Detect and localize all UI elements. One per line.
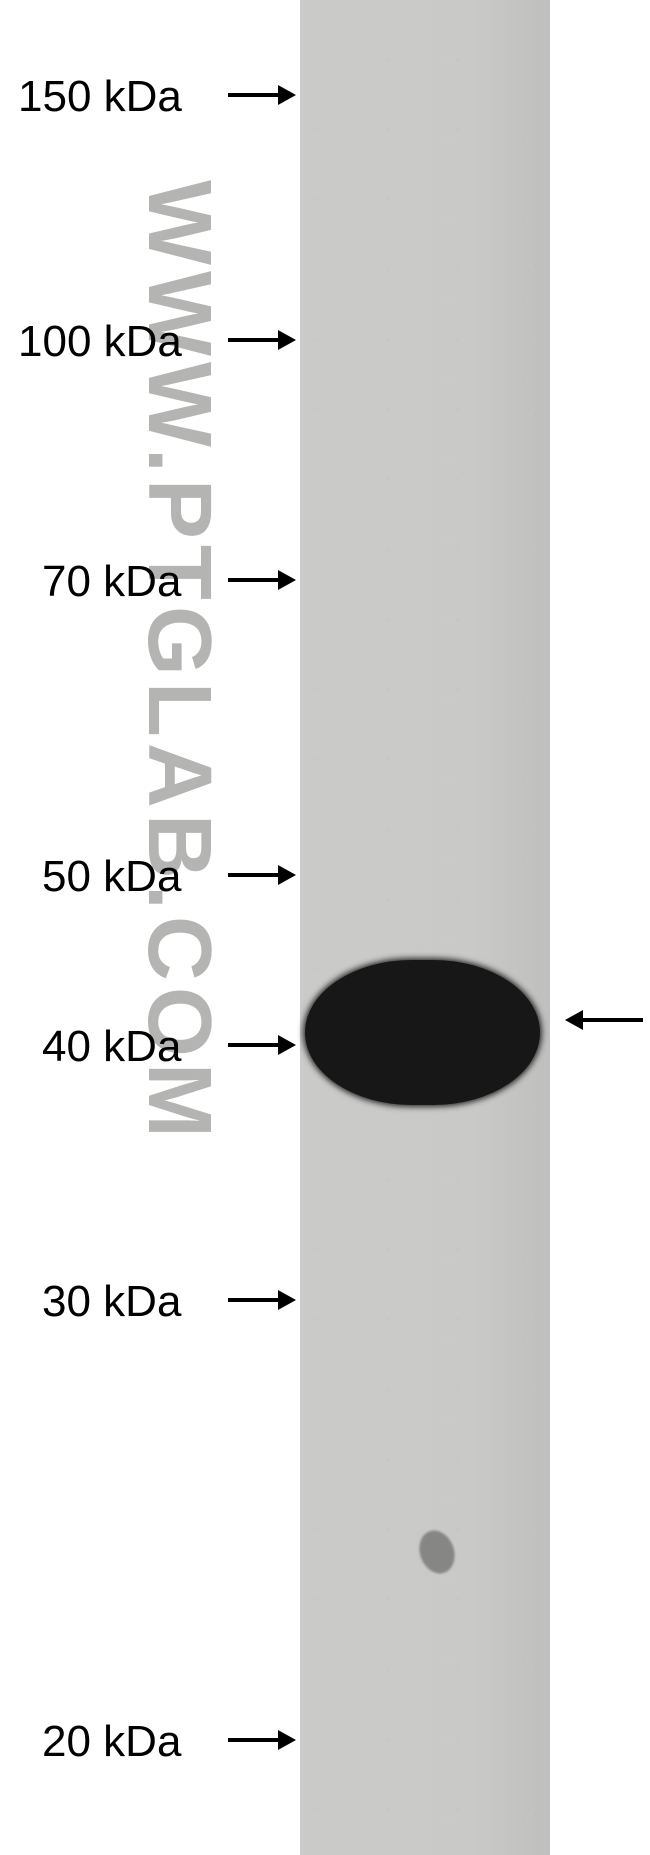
arrow-shaft [228, 338, 278, 342]
arrow-head-icon [278, 570, 296, 590]
marker-arrow-20k [228, 1730, 296, 1750]
target-band-arrow [565, 1010, 643, 1030]
arrow-head-icon [278, 85, 296, 105]
marker-arrow-150k [228, 85, 296, 105]
marker-arrow-50k [228, 865, 296, 885]
arrow-shaft [228, 1298, 278, 1302]
marker-label-50k: 50 kDa [42, 852, 181, 902]
marker-arrow-40k [228, 1035, 296, 1055]
arrow-head-icon [565, 1010, 583, 1030]
marker-arrow-100k [228, 330, 296, 350]
arrow-shaft [228, 93, 278, 97]
arrow-shaft [228, 578, 278, 582]
blot-lane [300, 0, 550, 1855]
arrow-shaft [228, 1043, 278, 1047]
marker-label-70k: 70 kDa [42, 557, 181, 607]
marker-label-100k: 100 kDa [18, 317, 182, 367]
arrow-head-icon [278, 330, 296, 350]
arrow-head-icon [278, 1290, 296, 1310]
arrow-head-icon [278, 865, 296, 885]
arrow-shaft [228, 1738, 278, 1742]
arrow-shaft [583, 1018, 643, 1022]
marker-arrow-70k [228, 570, 296, 590]
blot-figure: WWW.PTGLAB.COM 150 kDa 100 kDa 70 kDa 50… [0, 0, 650, 1855]
arrow-shaft [228, 873, 278, 877]
marker-label-20k: 20 kDa [42, 1717, 181, 1767]
arrow-head-icon [278, 1730, 296, 1750]
lane-noise-overlay [300, 0, 550, 1855]
protein-band [305, 960, 540, 1105]
marker-label-40k: 40 kDa [42, 1022, 181, 1072]
marker-label-150k: 150 kDa [18, 72, 182, 122]
marker-label-30k: 30 kDa [42, 1277, 181, 1327]
arrow-head-icon [278, 1035, 296, 1055]
marker-arrow-30k [228, 1290, 296, 1310]
